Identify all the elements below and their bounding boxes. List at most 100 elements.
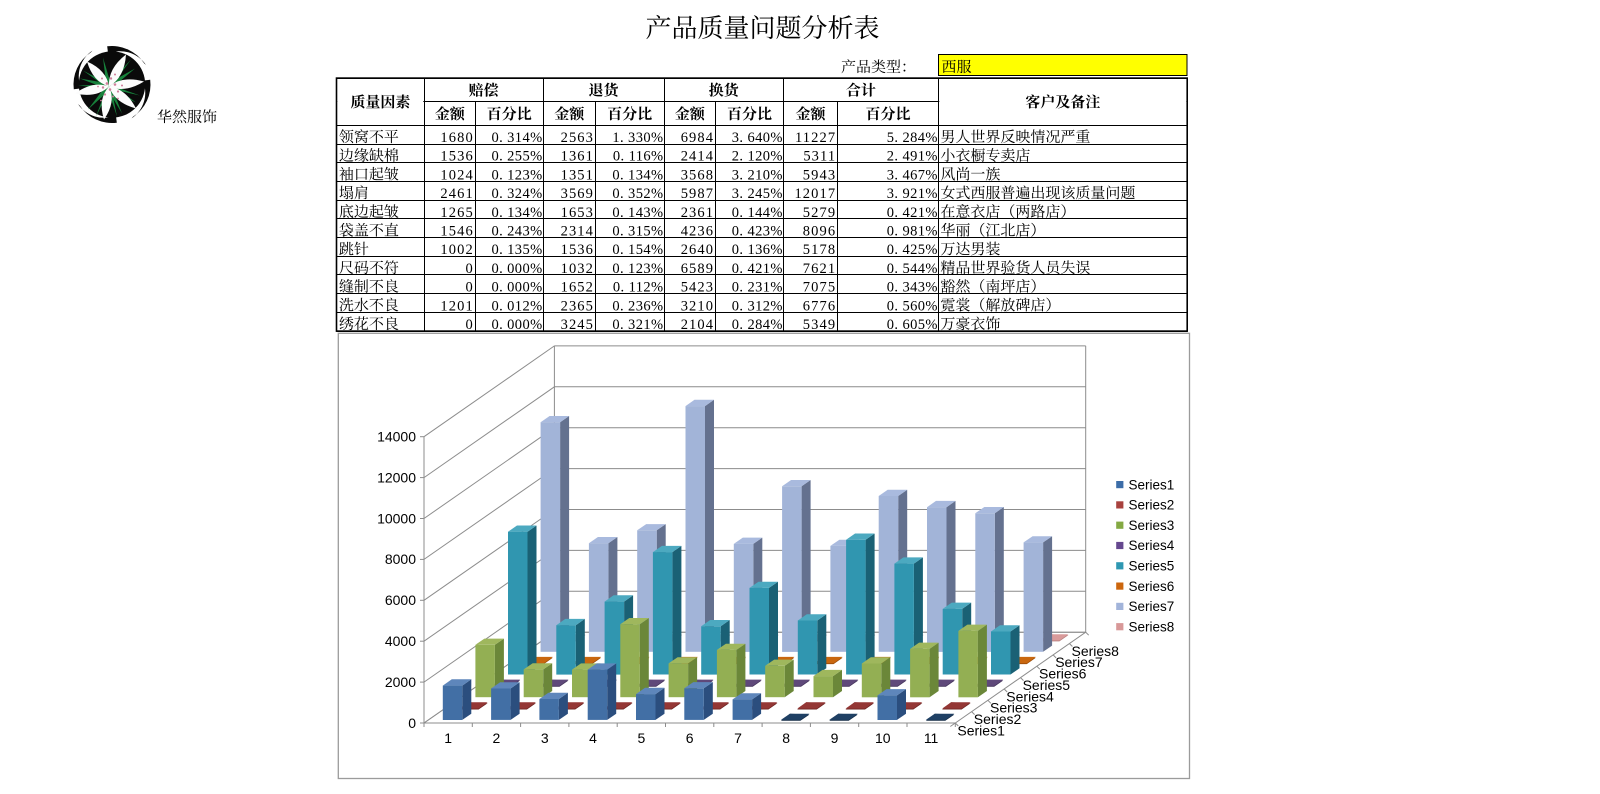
svg-text:4000: 4000 [385, 633, 416, 649]
svg-text:7621: 7621 [803, 261, 836, 277]
svg-text:0: 0 [465, 261, 473, 277]
svg-text:5311: 5311 [803, 149, 836, 165]
svg-text:3568: 3568 [681, 167, 714, 183]
svg-text:Series2: Series2 [1129, 498, 1175, 513]
svg-text:10: 10 [875, 730, 891, 746]
svg-text:7075: 7075 [803, 280, 836, 296]
svg-text:4236: 4236 [681, 224, 714, 240]
svg-text:1201: 1201 [440, 298, 473, 314]
svg-text:0. 000%: 0. 000% [491, 261, 542, 277]
svg-text:0. 243%: 0. 243% [491, 224, 542, 240]
svg-text:3: 3 [541, 730, 549, 746]
svg-text:0. 284%: 0. 284% [732, 317, 783, 333]
svg-text:3. 640%: 3. 640% [732, 130, 783, 146]
svg-text:0. 123%: 0. 123% [612, 261, 663, 277]
svg-text:1652: 1652 [561, 280, 594, 296]
svg-text:2104: 2104 [681, 317, 714, 333]
svg-text:0. 236%: 0. 236% [612, 298, 663, 314]
svg-text:0. 352%: 0. 352% [612, 186, 663, 202]
svg-text:9: 9 [831, 730, 839, 746]
svg-text:Series7: Series7 [1055, 654, 1103, 670]
svg-text:5: 5 [638, 730, 646, 746]
svg-text:14000: 14000 [377, 429, 416, 445]
svg-text:0. 981%: 0. 981% [887, 224, 938, 240]
svg-text:2365: 2365 [561, 298, 594, 314]
svg-text:7: 7 [734, 730, 742, 746]
svg-text:Series6: Series6 [1039, 666, 1087, 682]
svg-text:0. 423%: 0. 423% [732, 224, 783, 240]
svg-text:2414: 2414 [681, 149, 714, 165]
svg-text:1265: 1265 [440, 205, 473, 221]
svg-text:1024: 1024 [440, 167, 473, 183]
svg-text:10000: 10000 [377, 510, 416, 526]
svg-text:0. 255%: 0. 255% [491, 149, 542, 165]
svg-text:0. 315%: 0. 315% [612, 224, 663, 240]
svg-text:Series5: Series5 [1023, 677, 1071, 693]
svg-text:2361: 2361 [681, 205, 714, 221]
svg-text:6776: 6776 [803, 298, 836, 314]
svg-text:3569: 3569 [561, 186, 594, 202]
svg-text:0. 116%: 0. 116% [613, 149, 664, 165]
svg-text:8: 8 [782, 730, 790, 746]
svg-text:0. 000%: 0. 000% [491, 280, 542, 296]
svg-text:Series3: Series3 [1129, 518, 1175, 533]
svg-text:11: 11 [924, 730, 939, 746]
svg-text:0. 143%: 0. 143% [612, 205, 663, 221]
svg-text:12017: 12017 [794, 186, 836, 202]
svg-text:Series5: Series5 [1129, 559, 1175, 574]
svg-text:5178: 5178 [803, 242, 836, 258]
svg-text:0. 343%: 0. 343% [887, 280, 938, 296]
svg-text:0. 560%: 0. 560% [887, 298, 938, 314]
svg-text:5423: 5423 [681, 280, 714, 296]
svg-text:1002: 1002 [440, 242, 473, 258]
svg-text:0. 154%: 0. 154% [612, 242, 663, 258]
svg-text:6589: 6589 [681, 261, 714, 277]
svg-text:0. 314%: 0. 314% [491, 130, 542, 146]
svg-text:0: 0 [465, 280, 473, 296]
svg-text:3210: 3210 [681, 298, 714, 314]
svg-text:Series8: Series8 [1072, 643, 1120, 659]
svg-text:5987: 5987 [681, 186, 714, 202]
svg-text:1546: 1546 [440, 224, 473, 240]
svg-text:0: 0 [465, 317, 473, 333]
svg-text:1032: 1032 [561, 261, 594, 277]
svg-text:6000: 6000 [385, 592, 416, 608]
svg-text:3. 921%: 3. 921% [887, 186, 938, 202]
svg-text:1: 1 [444, 730, 452, 746]
svg-text:2. 120%: 2. 120% [732, 149, 783, 165]
svg-text:1536: 1536 [561, 242, 594, 258]
svg-text:2563: 2563 [561, 130, 594, 146]
svg-text:0. 134%: 0. 134% [491, 205, 542, 221]
svg-text:Series4: Series4 [1129, 538, 1175, 553]
svg-text:0. 134%: 0. 134% [612, 167, 663, 183]
svg-text:1361: 1361 [561, 149, 594, 165]
svg-text:0. 135%: 0. 135% [491, 242, 542, 258]
svg-text:0. 136%: 0. 136% [732, 242, 783, 258]
svg-text:0. 421%: 0. 421% [732, 261, 783, 277]
svg-text:1536: 1536 [440, 149, 473, 165]
svg-text:0. 144%: 0. 144% [732, 205, 783, 221]
svg-text:6: 6 [686, 730, 694, 746]
svg-text:Series2: Series2 [974, 711, 1022, 727]
svg-text:2314: 2314 [561, 224, 594, 240]
svg-text:5279: 5279 [803, 205, 836, 221]
svg-text:0. 425%: 0. 425% [887, 242, 938, 258]
svg-text:0. 000%: 0. 000% [491, 317, 542, 333]
svg-text:Series1: Series1 [957, 722, 1005, 738]
svg-text:6984: 6984 [681, 130, 714, 146]
svg-text:0. 231%: 0. 231% [732, 280, 783, 296]
svg-text:5. 284%: 5. 284% [887, 130, 938, 146]
svg-text:2461: 2461 [440, 186, 473, 202]
svg-text:0. 544%: 0. 544% [887, 261, 938, 277]
svg-text:2. 491%: 2. 491% [887, 149, 938, 165]
svg-text:4: 4 [589, 730, 597, 746]
svg-text:Series7: Series7 [1129, 599, 1175, 614]
svg-text:Series1: Series1 [1129, 477, 1175, 492]
svg-text:8000: 8000 [385, 551, 416, 567]
svg-text:Series4: Series4 [1006, 688, 1054, 704]
svg-text:Series3: Series3 [990, 700, 1038, 716]
svg-text:0. 123%: 0. 123% [491, 167, 542, 183]
svg-text:0. 112%: 0. 112% [613, 280, 664, 296]
svg-text:Series6: Series6 [1129, 579, 1175, 594]
svg-text:5943: 5943 [803, 167, 836, 183]
